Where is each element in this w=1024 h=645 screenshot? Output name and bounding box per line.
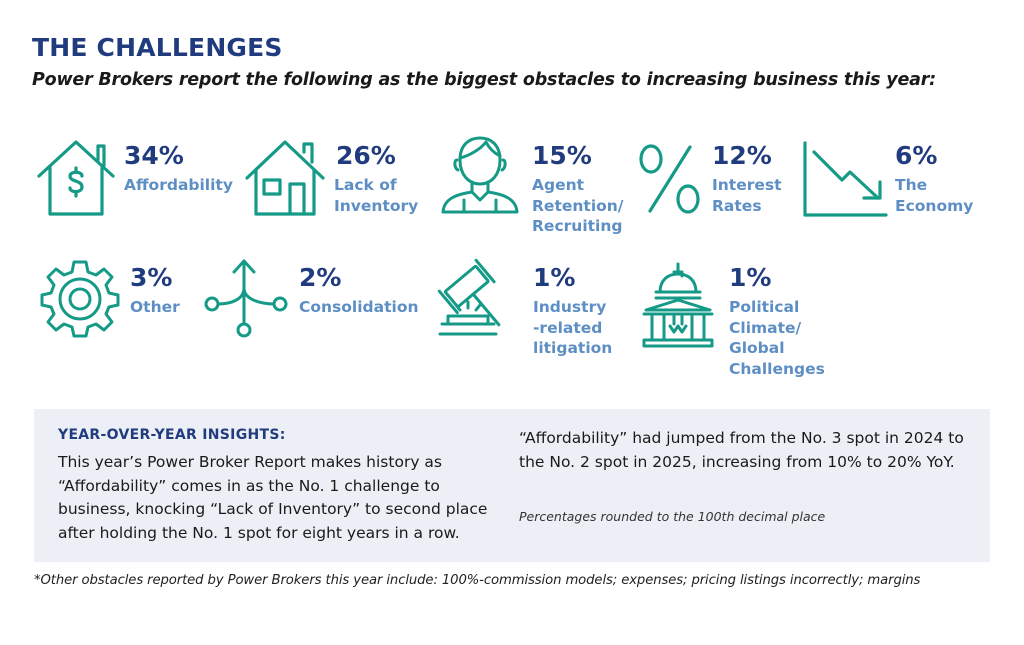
challenge-label: The Economy — [895, 176, 974, 215]
challenge-percent: 26% — [336, 141, 396, 170]
challenge-percent: 15% — [532, 141, 592, 170]
challenge-label: Consolidation — [299, 298, 419, 316]
person-icon — [440, 134, 520, 214]
challenge-label: Industry -related litigation — [533, 298, 613, 357]
trend-down-icon — [802, 140, 888, 218]
house-icon — [244, 138, 326, 216]
gear-icon — [40, 258, 120, 338]
page-subtitle: Power Brokers report the following as th… — [32, 70, 936, 90]
challenge-label: Lack of Inventory — [334, 176, 419, 215]
challenge-label: Affordability — [124, 176, 233, 194]
challenge-percent: 2% — [299, 263, 342, 292]
merge-arrows-icon — [204, 258, 290, 338]
insights-heading: YEAR-OVER-YEAR INSIGHTS: — [58, 427, 286, 443]
challenge-percent: 12% — [712, 141, 772, 170]
challenge-label: Other — [130, 298, 180, 316]
challenge-percent: 34% — [124, 141, 184, 170]
insights-left-text: This year’s Power Broker Report makes hi… — [58, 453, 488, 542]
challenge-percent: 1% — [729, 263, 772, 292]
challenge-percent: 6% — [895, 141, 938, 170]
challenge-label: Political Climate/ Global Challenges — [729, 298, 825, 378]
challenge-label: Agent Retention/ Recruiting — [532, 176, 624, 235]
house-dollar-icon — [36, 138, 116, 216]
challenge-percent: 3% — [130, 263, 173, 292]
insights-panel: YEAR-OVER-YEAR INSIGHTS: This year’s Pow… — [34, 409, 990, 562]
percent-icon — [638, 144, 702, 214]
challenge-label: Interest Rates — [712, 176, 782, 215]
insights-note: Percentages rounded to the 100th decimal… — [519, 509, 826, 524]
page-title: THE CHALLENGES — [32, 33, 283, 62]
insights-right-text: “Affordability” had jumped from the No. … — [519, 429, 964, 471]
gavel-icon — [437, 258, 522, 338]
footnote: *Other obstacles reported by Power Broke… — [34, 573, 921, 588]
capitol-icon — [640, 262, 716, 348]
challenge-percent: 1% — [533, 263, 576, 292]
